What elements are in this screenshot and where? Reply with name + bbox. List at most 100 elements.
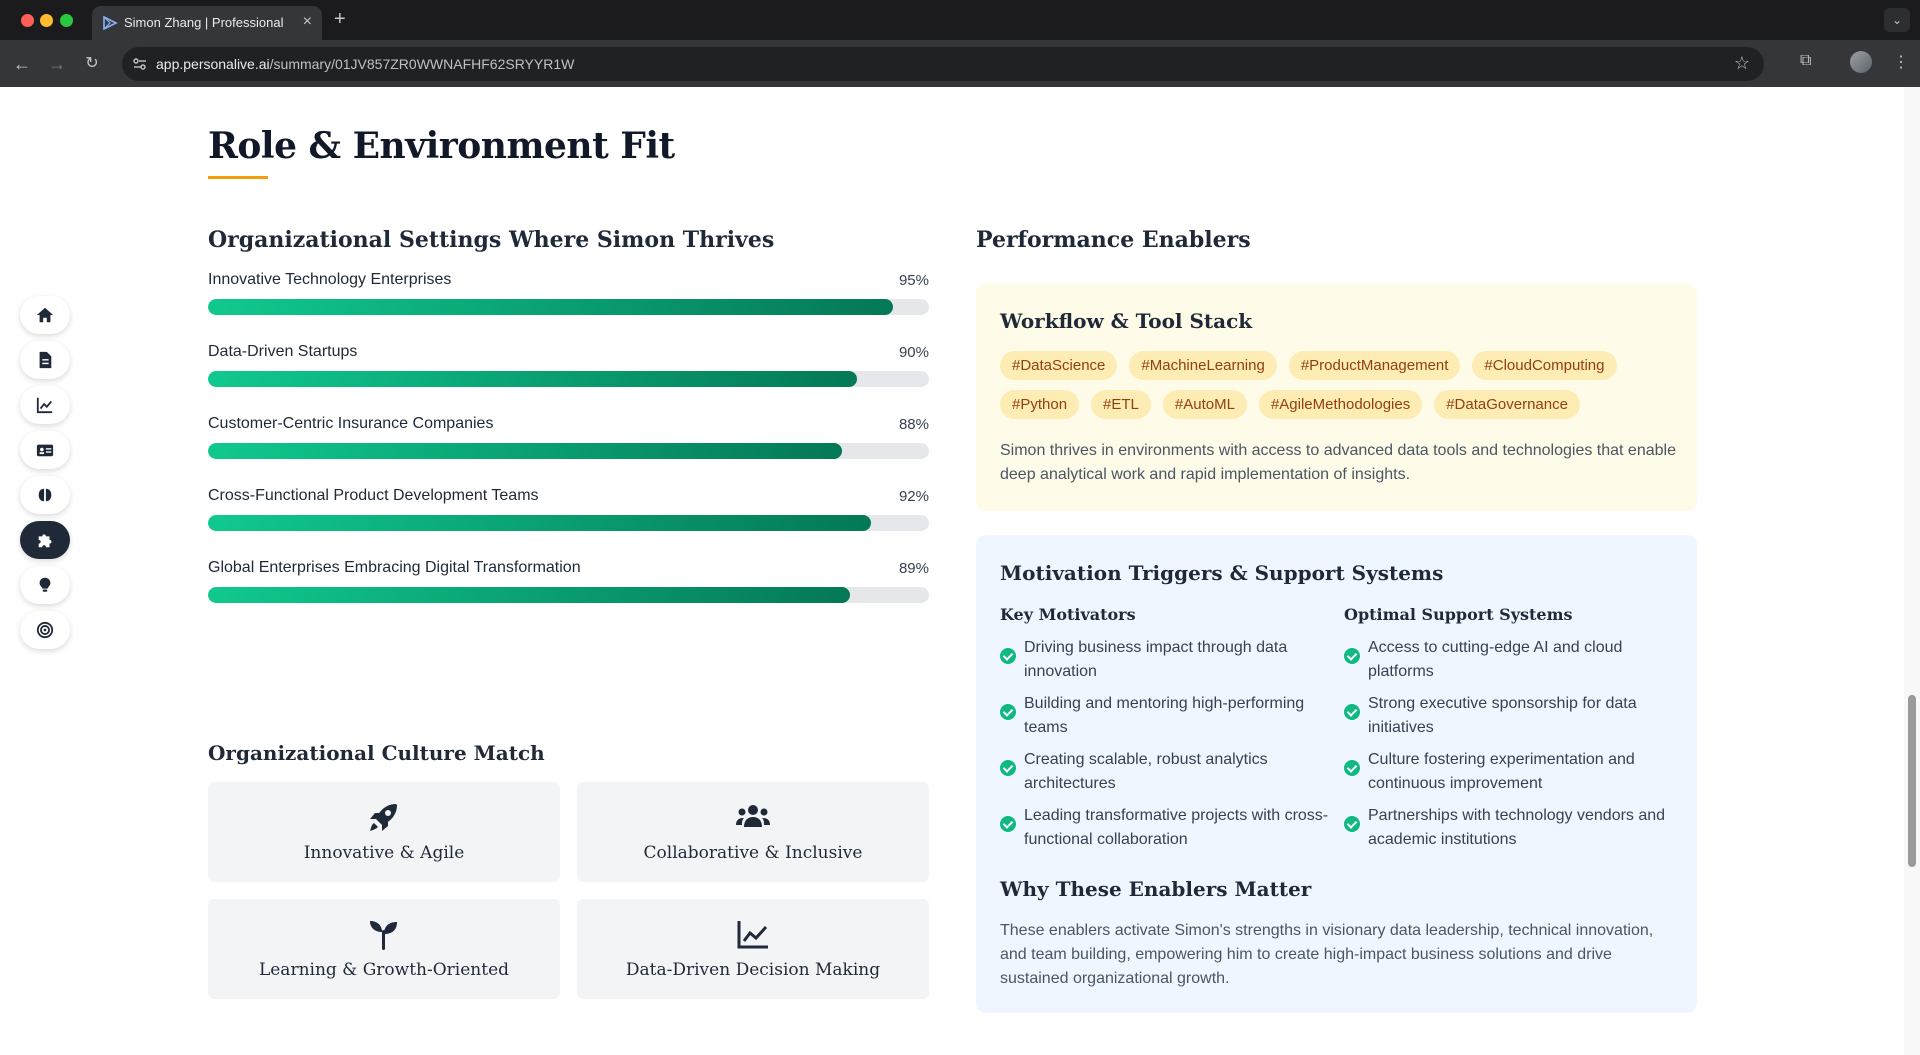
forward-arrow-icon[interactable]: → — [48, 54, 66, 74]
check-circle-icon — [1000, 816, 1016, 832]
key-motivators-title: Key Motivators — [1000, 605, 1136, 624]
check-circle-icon — [1344, 648, 1360, 664]
check-circle-icon — [1344, 816, 1360, 832]
side-nav-brain[interactable] — [20, 476, 70, 514]
progress-fill — [208, 587, 850, 603]
lightbulb-icon — [39, 577, 51, 592]
list-item: Creating scalable, robust analytics arch… — [1000, 748, 1330, 796]
url-text: app.personalive.ai/summary/01JV857ZR0WWN… — [156, 56, 574, 72]
back-arrow-icon[interactable]: ← — [13, 54, 31, 74]
list-item-text: Partnerships with technology vendors and… — [1368, 807, 1666, 848]
side-nav-puzzle[interactable] — [20, 521, 70, 559]
home-icon — [36, 307, 54, 323]
reload-icon[interactable]: ↻ — [85, 55, 99, 72]
culture-card: Innovative & Agile — [208, 782, 560, 882]
side-nav-target[interactable] — [20, 611, 70, 649]
browser-tab[interactable]: Simon Zhang | Professional P × — [92, 6, 322, 40]
performance-enablers-title: Performance Enablers — [976, 227, 1251, 253]
check-circle-icon — [1344, 704, 1360, 720]
culture-match-title: Organizational Culture Match — [208, 741, 545, 765]
page-scrollbar[interactable] — [1904, 87, 1920, 1055]
workflow-description: Simon thrives in environments with acces… — [1000, 442, 1676, 483]
side-nav — [20, 296, 70, 656]
url-host: app.personalive.ai — [156, 56, 270, 72]
list-item: Driving business impact through data inn… — [1000, 636, 1330, 684]
page-content: Role & Environment Fit Organizational Se… — [0, 87, 1904, 1055]
puzzle-piece-icon — [38, 534, 52, 548]
check-circle-icon — [1344, 760, 1360, 776]
culture-card: Learning & Growth-Oriented — [208, 899, 560, 999]
title-underline — [208, 176, 268, 179]
bookmark-star-icon[interactable]: ☆ — [1733, 53, 1750, 73]
chart-line-icon — [737, 921, 768, 949]
motivation-card: Motivation Triggers & Support Systems Ke… — [976, 535, 1697, 1013]
close-window-button[interactable] — [21, 14, 34, 27]
new-tab-icon[interactable]: + — [334, 8, 346, 30]
rocket-icon — [370, 804, 397, 831]
org-setting-percent: 95% — [898, 272, 929, 289]
check-circle-icon — [1000, 648, 1016, 664]
progress-track — [208, 299, 929, 315]
progress-fill — [208, 515, 872, 531]
page-title: Role & Environment Fit — [208, 125, 675, 167]
org-setting-row: Customer-Centric Insurance Companies 88% — [208, 415, 929, 487]
tab-title: Simon Zhang | Professional P — [124, 15, 284, 30]
seedling-icon — [370, 921, 397, 950]
org-setting-row: Cross-Functional Product Development Tea… — [208, 487, 929, 559]
site-settings-icon[interactable] — [132, 56, 148, 72]
list-item-text: Culture fostering experimentation and co… — [1368, 751, 1635, 792]
minimize-window-button[interactable] — [40, 14, 53, 27]
scrollbar-thumb[interactable] — [1908, 695, 1916, 867]
tab-close-icon[interactable]: × — [302, 13, 312, 30]
culture-label: Learning & Growth-Oriented — [258, 960, 510, 980]
progress-fill — [208, 299, 893, 315]
org-settings-bars: Innovative Technology Enterprises 95% Da… — [208, 271, 929, 631]
url-path: /summary/01JV857ZR0WWNAFHF62SRYYR1W — [269, 56, 575, 72]
progress-fill — [208, 371, 857, 387]
extensions-icon[interactable]: ⧉ — [1800, 52, 1812, 69]
brain-icon — [38, 488, 52, 502]
side-nav-home[interactable] — [20, 296, 70, 334]
culture-card: Data-Driven Decision Making — [577, 899, 929, 999]
performance-enablers-section: Performance Enablers Workflow & Tool Sta… — [976, 227, 1697, 1013]
document-icon — [39, 351, 52, 369]
side-nav-lightbulb[interactable] — [20, 566, 70, 604]
side-nav-id-card[interactable] — [20, 431, 70, 469]
org-setting-label: Data-Driven Startups — [208, 343, 358, 360]
tab-search-chevron-icon[interactable]: ⌄ — [1884, 8, 1910, 32]
org-setting-label: Cross-Functional Product Development Tea… — [208, 487, 539, 504]
why-enablers-title: Why These Enablers Matter — [1000, 877, 1312, 901]
list-item-text: Strong executive sponsorship for data in… — [1368, 695, 1637, 736]
culture-label: Innovative & Agile — [303, 843, 465, 863]
progress-track — [208, 515, 929, 531]
profile-avatar[interactable] — [1850, 51, 1872, 73]
maximize-window-button[interactable] — [60, 14, 73, 27]
target-icon — [36, 621, 54, 639]
org-settings-section: Organizational Settings Where Simon Thri… — [208, 227, 929, 999]
browser-toolbar: ← → ↻ app.personalive.ai/summary/01JV857… — [0, 40, 1920, 87]
tag: #MachineLearning — [1129, 351, 1277, 380]
tag: #Python — [1000, 390, 1080, 419]
check-circle-icon — [1000, 704, 1016, 720]
motivation-title: Motivation Triggers & Support Systems — [1000, 561, 1444, 585]
side-nav-chart[interactable] — [20, 386, 70, 424]
culture-card: Collaborative & Inclusive — [577, 782, 929, 882]
org-settings-title: Organizational Settings Where Simon Thri… — [208, 227, 775, 253]
address-bar[interactable]: app.personalive.ai/summary/01JV857ZR0WWN… — [122, 47, 1764, 81]
side-nav-document[interactable] — [20, 341, 70, 379]
list-item: Building and mentoring high-performing t… — [1000, 692, 1330, 740]
org-setting-row: Innovative Technology Enterprises 95% — [208, 271, 929, 343]
list-item: Culture fostering experimentation and co… — [1344, 748, 1674, 796]
tag: #ProductManagement — [1288, 351, 1461, 380]
org-setting-label: Global Enterprises Embracing Digital Tra… — [208, 559, 581, 576]
key-motivators-list: Driving business impact through data inn… — [1000, 636, 1330, 852]
progress-track — [208, 587, 929, 603]
workflow-card: Workflow & Tool Stack #DataScience #Mach… — [976, 283, 1697, 511]
org-setting-row: Data-Driven Startups 90% — [208, 343, 929, 415]
browser-menu-icon[interactable]: ⋮ — [1893, 54, 1909, 71]
tag: #AgileMethodologies — [1258, 390, 1423, 419]
culture-label: Data-Driven Decision Making — [625, 960, 881, 980]
users-icon — [736, 805, 770, 827]
list-item: Partnerships with technology vendors and… — [1344, 804, 1674, 852]
tag: #DataGovernance — [1434, 390, 1580, 419]
